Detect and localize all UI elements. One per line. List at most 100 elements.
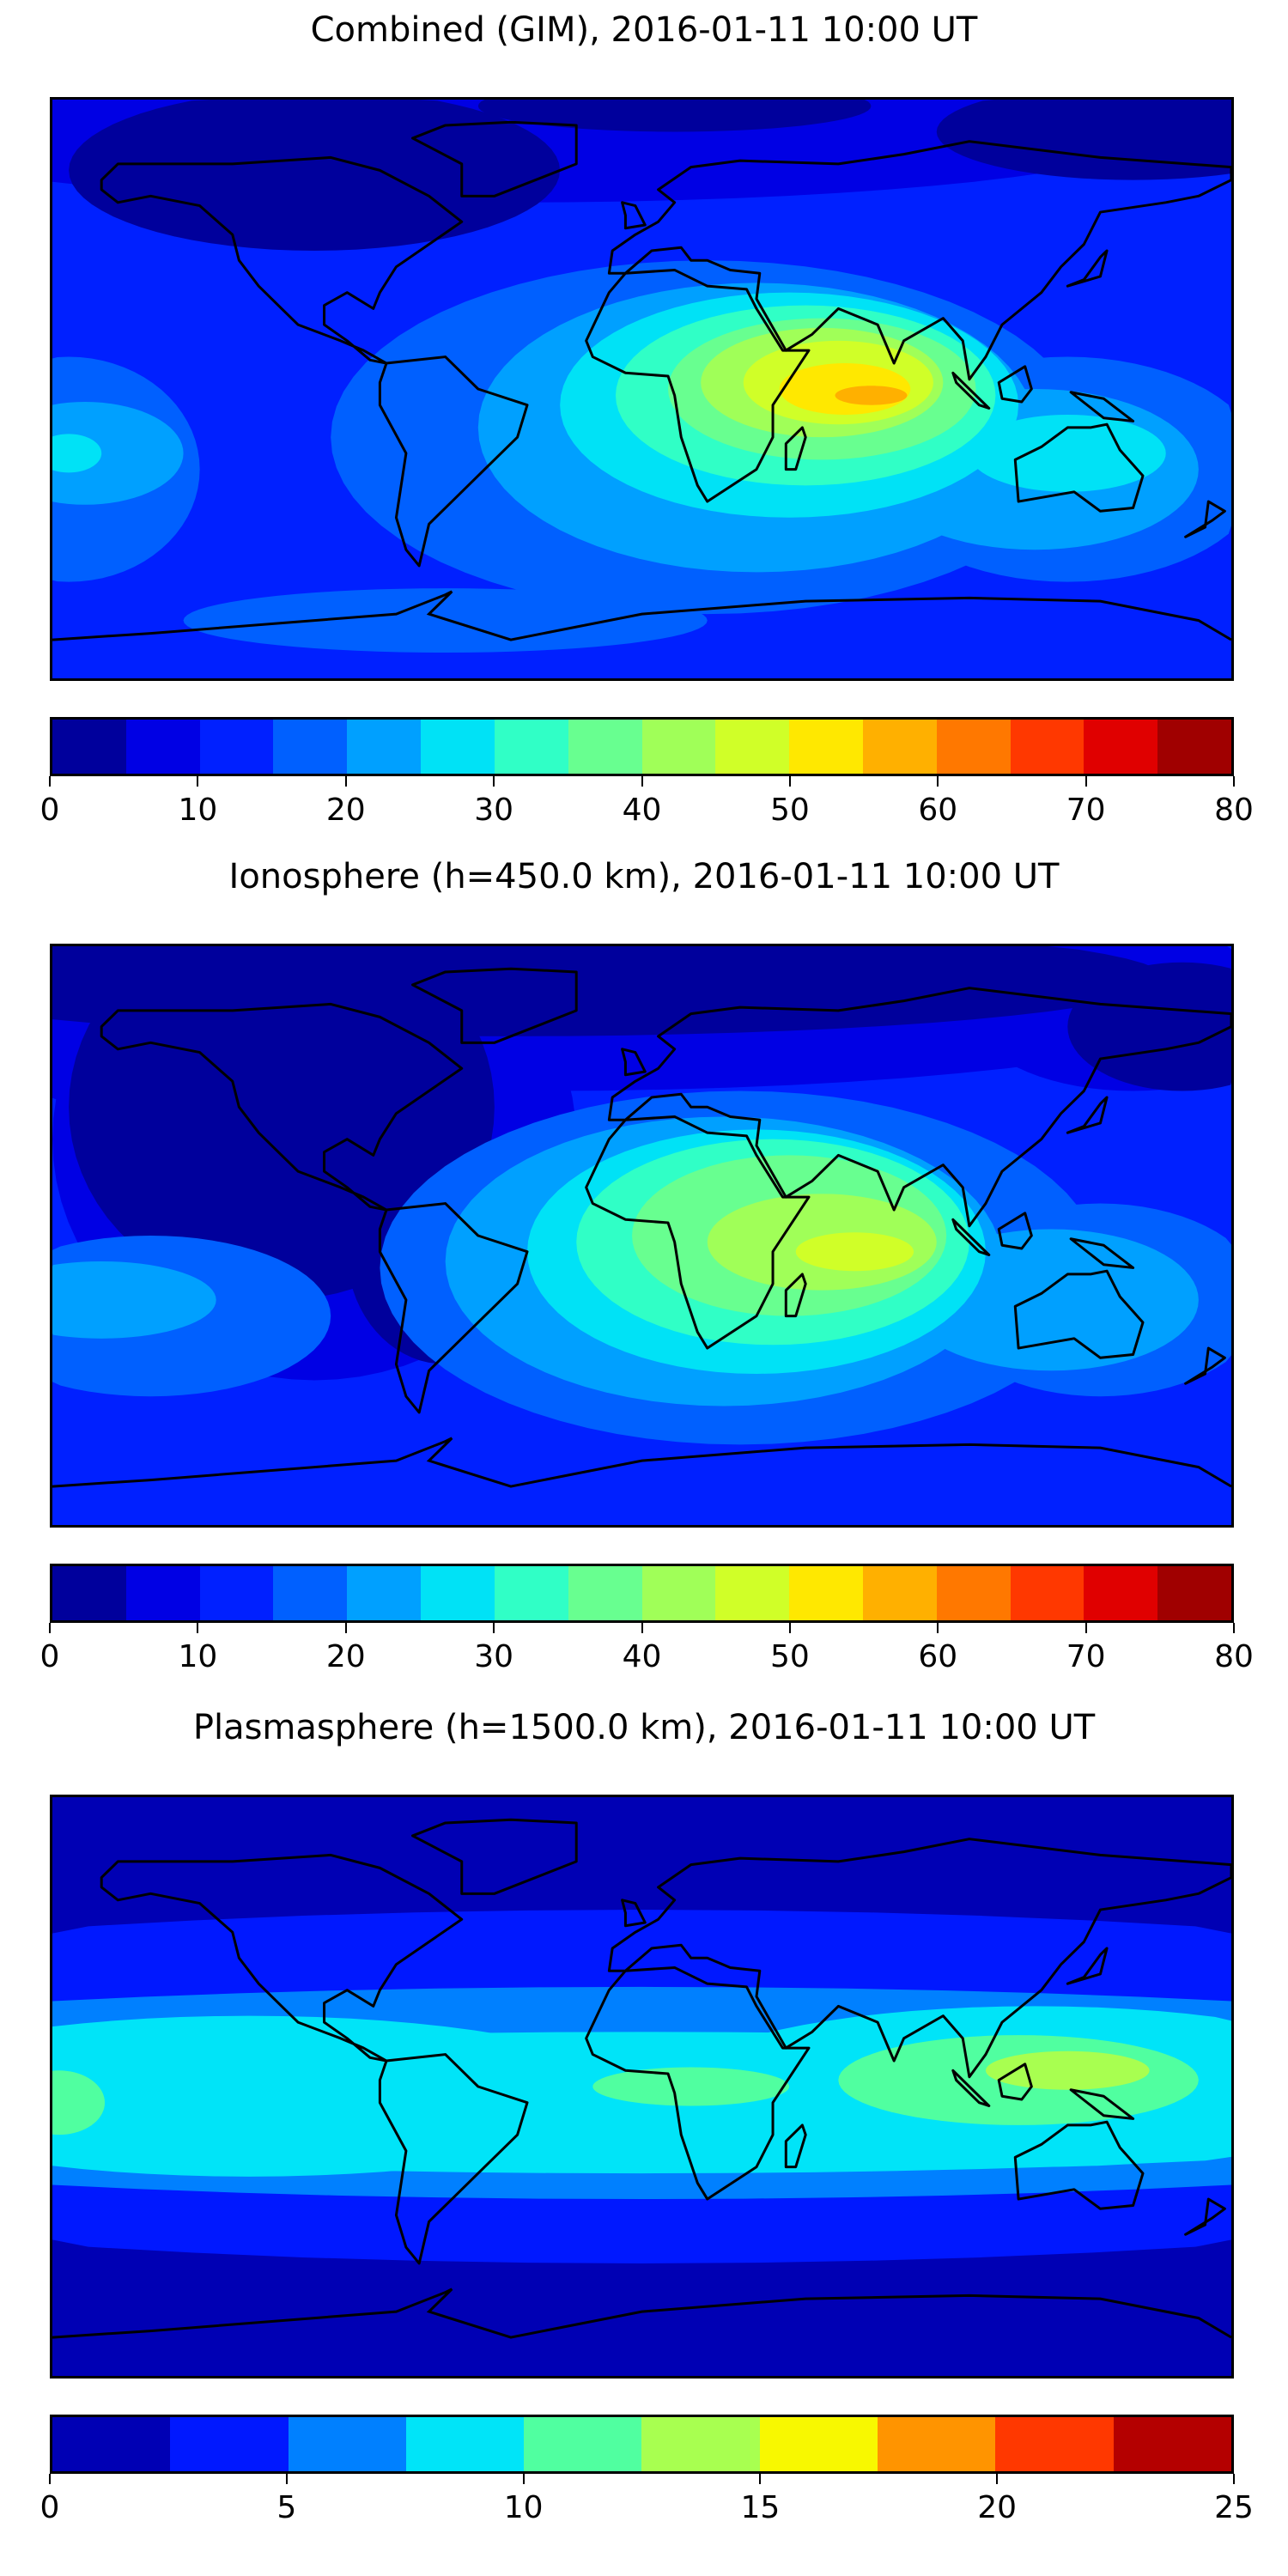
colorbar-segment-8	[641, 720, 716, 774]
contour-level-4	[52, 401, 184, 505]
colorbar-tick-label: 0	[39, 2490, 60, 2525]
coastline	[586, 1967, 809, 2199]
colorbar-segment-7	[568, 720, 642, 774]
coastline	[609, 142, 1231, 380]
contour-map	[50, 1795, 1234, 2379]
colorbar-segment-8	[641, 1566, 716, 1620]
colorbar-tick	[197, 776, 199, 787]
coastline	[1067, 1097, 1107, 1133]
colorbar-tick-label: 40	[622, 793, 662, 828]
coastline	[786, 428, 805, 470]
colorbar-tick-label: 5	[276, 2490, 297, 2525]
colorbar-tick	[937, 1623, 939, 1633]
coastline	[1186, 501, 1225, 537]
coastline	[786, 1274, 805, 1316]
colorbar-segment-6	[759, 2417, 878, 2471]
contour-level-4	[52, 2070, 106, 2136]
colorbar-tick	[1233, 2474, 1235, 2484]
colorbar-segment-6	[494, 720, 568, 774]
colorbar-tick	[49, 776, 51, 787]
coastline	[413, 1820, 577, 1893]
colorbar-tick	[641, 776, 643, 787]
colorbar-tick-label: 50	[769, 1639, 810, 1674]
colorbar-segment-9	[715, 1566, 790, 1620]
colorbar-segment-0	[52, 720, 126, 774]
colorbar-tick	[493, 776, 495, 787]
colorbar-tick	[344, 1623, 347, 1633]
coastline	[586, 270, 809, 501]
colorbar-segment-8	[995, 2417, 1114, 2471]
colorbar-tick	[641, 1623, 643, 1633]
colorbar-tick	[1084, 1623, 1087, 1633]
colorbar-tick	[996, 2474, 999, 2484]
coastline	[999, 1213, 1031, 1249]
colorbar-segment-5	[641, 2417, 760, 2471]
map-svg	[52, 100, 1231, 678]
contour-level-0	[69, 100, 561, 251]
colorbar-segment-4	[347, 720, 422, 774]
contour-level-3	[52, 2015, 642, 2177]
coastline	[609, 1839, 1231, 2077]
colorbar-tick-label: 25	[1214, 2490, 1254, 2525]
colorbar-tick	[759, 2474, 762, 2484]
colorbar-segment-12	[936, 1566, 1011, 1620]
coastline	[1015, 424, 1143, 511]
coastline	[953, 1219, 989, 1255]
coastline	[623, 203, 646, 228]
colorbar-tick-label: 15	[740, 2490, 781, 2525]
colorbar-tick-label: 60	[918, 793, 958, 828]
colorbar-segment-3	[405, 2417, 525, 2471]
colorbar	[50, 717, 1234, 776]
colorbar-tick-label: 20	[977, 2490, 1018, 2525]
coastline	[1067, 251, 1107, 286]
colorbar-segment-1	[125, 720, 200, 774]
coastline-antarctica	[52, 2289, 1231, 2337]
coastline	[1067, 1948, 1107, 1984]
colorbar-segment-10	[789, 1566, 863, 1620]
colorbar-segment-2	[199, 720, 274, 774]
colorbar-tick	[937, 776, 939, 787]
colorbar-segment-2	[199, 1566, 274, 1620]
coastline	[380, 1204, 527, 1413]
coastline	[1186, 2199, 1225, 2234]
colorbar-segment-11	[862, 1566, 937, 1620]
colorbar-tick	[788, 776, 791, 787]
coastline-antarctica	[52, 1438, 1231, 1486]
colorbar-tick-label: 80	[1214, 1639, 1254, 1674]
colorbar-segment-1	[170, 2417, 289, 2471]
colorbar-segment-2	[288, 2417, 406, 2471]
coastline	[953, 2070, 989, 2105]
coastline	[413, 969, 577, 1042]
colorbar-tick	[49, 2474, 51, 2484]
coastline	[609, 988, 1231, 1226]
coastline	[101, 1855, 462, 2061]
colorbar-segment-14	[1084, 720, 1158, 774]
colorbar-tick-label: 80	[1214, 793, 1254, 828]
colorbar-segment-9	[715, 720, 790, 774]
panel-combined: Combined (GIM), 2016-01-11 10:00 UT 0 10 2…	[0, 0, 1288, 847]
colorbar-tick-label: 70	[1066, 793, 1106, 828]
colorbar-segment-13	[1010, 1566, 1084, 1620]
colorbar-tick-label: 70	[1066, 1639, 1106, 1674]
colorbar-segment-3	[273, 720, 348, 774]
contour-level-0	[936, 100, 1231, 180]
colorbar-segment-10	[789, 720, 863, 774]
colorbar-tick-label: 20	[325, 1639, 366, 1674]
colorbar-segment-0	[52, 1566, 126, 1620]
contour-level-0	[477, 100, 872, 132]
colorbar-segment-9	[1113, 2417, 1231, 2471]
map-svg	[52, 1797, 1231, 2376]
colorbar-tick-label: 30	[474, 1639, 514, 1674]
coastline	[999, 2064, 1031, 2099]
coastline	[953, 373, 989, 408]
colorbar-tick-label: 10	[178, 793, 218, 828]
colorbar-segment-15	[1157, 1566, 1231, 1620]
colorbar	[50, 2415, 1234, 2474]
contour-map	[50, 944, 1234, 1528]
colorbar-tick-label: 40	[622, 1639, 662, 1674]
colorbar-tick	[788, 1623, 791, 1633]
coastline	[380, 2055, 527, 2263]
coastline	[1015, 1271, 1143, 1358]
contour-level-4	[52, 1261, 216, 1339]
contour-level-4	[592, 2067, 790, 2106]
